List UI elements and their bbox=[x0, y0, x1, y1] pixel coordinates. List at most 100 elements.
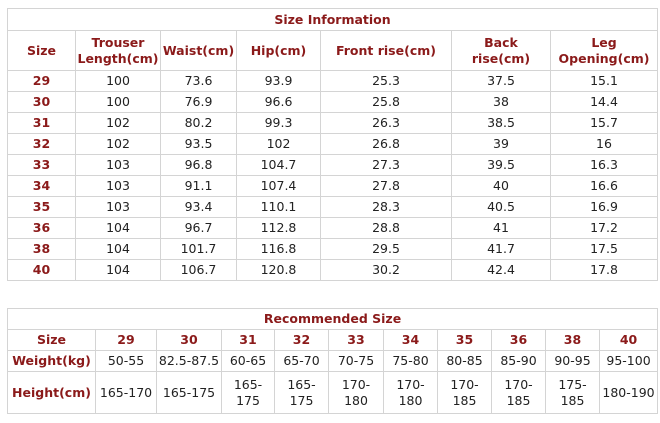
value-cell: 31 bbox=[221, 329, 275, 351]
measurement-cell: 96.6 bbox=[236, 91, 321, 113]
measurement-cell: 104 bbox=[75, 238, 161, 260]
measurement-cell: 39.5 bbox=[451, 154, 551, 176]
value-cell: 50-55 bbox=[95, 350, 157, 372]
measurement-cell: 96.7 bbox=[160, 217, 237, 239]
measurement-cell: 25.3 bbox=[320, 70, 452, 92]
column-header: Leg Opening(cm) bbox=[549, 30, 659, 71]
value-cell: 170-185 bbox=[491, 371, 546, 414]
measurement-cell: 16.6 bbox=[549, 175, 659, 197]
data-row: 30 100 76.9 96.6 25.8 38 14.4 bbox=[7, 91, 659, 113]
table-title: Recommended Size bbox=[6, 308, 659, 330]
measurement-cell: 37.5 bbox=[451, 70, 551, 92]
measurement-cell: 41.7 bbox=[451, 238, 551, 260]
size-cell: 32 bbox=[7, 133, 76, 155]
measurement-cell: 116.8 bbox=[236, 238, 321, 260]
size-cell: 35 bbox=[7, 196, 76, 218]
value-cell: 35 bbox=[437, 329, 492, 351]
size-cell: 31 bbox=[7, 112, 76, 134]
value-cell: 65-70 bbox=[274, 350, 329, 372]
value-cell: 82.5-87.5 bbox=[156, 350, 222, 372]
row-label: Weight(kg) bbox=[7, 350, 96, 372]
measurement-cell: 17.2 bbox=[549, 217, 659, 239]
measurement-cell: 104 bbox=[75, 259, 161, 281]
measurement-cell: 28.8 bbox=[320, 217, 452, 239]
measurement-cell: 103 bbox=[75, 175, 161, 197]
measurement-cell: 17.8 bbox=[549, 259, 659, 281]
value-cell: 95-100 bbox=[598, 350, 659, 372]
measurement-cell: 41 bbox=[451, 217, 551, 239]
measurement-cell: 28.3 bbox=[320, 196, 452, 218]
value-cell: 60-65 bbox=[221, 350, 275, 372]
table-title: Size Information bbox=[6, 8, 659, 31]
row-label: Height(cm) bbox=[7, 371, 96, 414]
measurement-cell: 26.8 bbox=[320, 133, 452, 155]
measurement-cell: 103 bbox=[75, 154, 161, 176]
data-row: 36 104 96.7 112.8 28.8 41 17.2 bbox=[7, 217, 659, 239]
measurement-cell: 100 bbox=[75, 91, 161, 113]
measurement-cell: 102 bbox=[236, 133, 321, 155]
value-cell: 170-185 bbox=[437, 371, 492, 414]
measurement-cell: 73.6 bbox=[160, 70, 237, 92]
value-cell: 30 bbox=[156, 329, 222, 351]
measurement-cell: 17.5 bbox=[549, 238, 659, 260]
value-cell: 90-95 bbox=[545, 350, 600, 372]
measurement-cell: 93.5 bbox=[160, 133, 237, 155]
value-cell: 34 bbox=[383, 329, 438, 351]
size-cell: 34 bbox=[7, 175, 76, 197]
data-row: 31 102 80.2 99.3 26.3 38.5 15.7 bbox=[7, 112, 659, 134]
data-row: 33 103 96.8 104.7 27.3 39.5 16.3 bbox=[7, 154, 659, 176]
value-cell: 32 bbox=[274, 329, 329, 351]
value-cell: 165-175 bbox=[156, 371, 222, 414]
measurement-cell: 120.8 bbox=[236, 259, 321, 281]
data-row: 40 104 106.7 120.8 30.2 42.4 17.8 bbox=[7, 259, 659, 281]
header-row: Size Trouser Length(cm) Waist(cm) Hip(cm) Fr… bbox=[7, 30, 659, 71]
measurement-cell: 106.7 bbox=[160, 259, 237, 281]
size-cell: 33 bbox=[7, 154, 76, 176]
column-header: Waist(cm) bbox=[160, 30, 237, 71]
measurement-cell: 25.8 bbox=[320, 91, 452, 113]
title-row: Recommended Size bbox=[6, 308, 659, 330]
value-cell: 170-180 bbox=[383, 371, 438, 414]
measurement-cell: 16.3 bbox=[549, 154, 659, 176]
value-cell: 38 bbox=[545, 329, 600, 351]
measurement-cell: 99.3 bbox=[236, 112, 321, 134]
measurement-cell: 38 bbox=[451, 91, 551, 113]
table-body: Size Information Size Trouser Length(cm) W… bbox=[6, 8, 659, 281]
measurement-cell: 15.1 bbox=[549, 70, 659, 92]
data-row: 38 104 101.7 116.8 29.5 41.7 17.5 bbox=[7, 238, 659, 260]
measurement-cell: 16 bbox=[549, 133, 659, 155]
column-header: Front rise(cm) bbox=[320, 30, 452, 71]
measurement-cell: 16.9 bbox=[549, 196, 659, 218]
measurement-cell: 26.3 bbox=[320, 112, 452, 134]
value-cell: 29 bbox=[95, 329, 157, 351]
measurement-cell: 80.2 bbox=[160, 112, 237, 134]
size-information-table: Size Information Size Trouser Length(cm) W… bbox=[6, 8, 659, 281]
measurement-cell: 102 bbox=[75, 133, 161, 155]
column-header: Trouser Length(cm) bbox=[75, 30, 161, 71]
measurement-cell: 42.4 bbox=[451, 259, 551, 281]
column-header: Back rise(cm) bbox=[451, 30, 551, 71]
data-row: 35 103 93.4 110.1 28.3 40.5 16.9 bbox=[7, 196, 659, 218]
measurement-cell: 40.5 bbox=[451, 196, 551, 218]
value-cell: 165-175 bbox=[221, 371, 275, 414]
size-cell: 29 bbox=[7, 70, 76, 92]
measurement-cell: 27.8 bbox=[320, 175, 452, 197]
value-cell: 36 bbox=[491, 329, 546, 351]
measurement-cell: 30.2 bbox=[320, 259, 452, 281]
measurement-cell: 29.5 bbox=[320, 238, 452, 260]
column-header: Size bbox=[7, 30, 76, 71]
value-cell: 175-185 bbox=[545, 371, 600, 414]
value-cell: 165-175 bbox=[274, 371, 329, 414]
title-row: Size Information bbox=[6, 8, 659, 31]
measurement-cell: 76.9 bbox=[160, 91, 237, 113]
data-row: 29 100 73.6 93.9 25.3 37.5 15.1 bbox=[7, 70, 659, 92]
value-cell: 75-80 bbox=[383, 350, 438, 372]
measurement-cell: 40 bbox=[451, 175, 551, 197]
size-cell: 30 bbox=[7, 91, 76, 113]
measurement-cell: 39 bbox=[451, 133, 551, 155]
measurement-cell: 107.4 bbox=[236, 175, 321, 197]
measurement-cell: 102 bbox=[75, 112, 161, 134]
value-cell: 85-90 bbox=[491, 350, 546, 372]
value-cell: 80-85 bbox=[437, 350, 492, 372]
measurement-cell: 104 bbox=[75, 217, 161, 239]
